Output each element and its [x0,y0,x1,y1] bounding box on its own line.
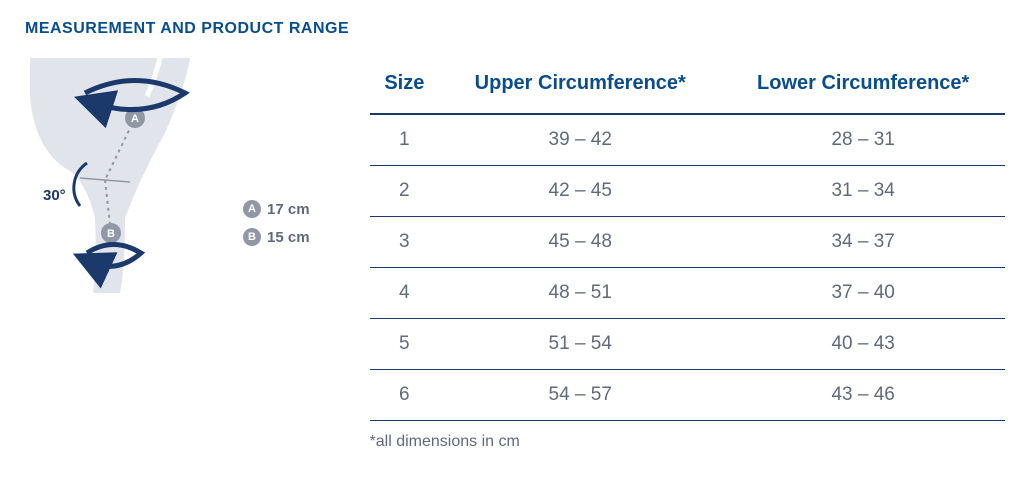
leg-silhouette [30,58,190,293]
col-upper: Upper Circumference* [439,58,721,114]
cell-size: 6 [370,370,440,421]
cell-lower: 40 – 43 [721,319,1005,370]
cell-size: 4 [370,268,440,319]
cell-upper: 54 – 57 [439,370,721,421]
content-layout: A B 30° A 17 cm B 1 5 [25,58,1005,451]
section-title: MEASUREMENT AND PRODUCT RANGE [25,20,1005,38]
size-table-container: Size Upper Circumference* Lower Circumfe… [370,58,1005,451]
table-row: 3 45 – 48 34 – 37 [370,217,1005,268]
table-footnote: *all dimensions in cm [370,433,1005,451]
diagram-container: A B 30° A 17 cm B 15 [25,58,310,298]
table-row: 2 42 – 45 31 – 34 [370,166,1005,217]
cell-upper: 48 – 51 [439,268,721,319]
cell-upper: 51 – 54 [439,319,721,370]
cell-size: 3 [370,217,440,268]
legend-a-value: 17 cm [267,201,310,218]
cell-upper: 42 – 45 [439,166,721,217]
table-row: 4 48 – 51 37 – 40 [370,268,1005,319]
cell-size: 5 [370,319,440,370]
cell-upper: 45 – 48 [439,217,721,268]
table-row: 5 51 – 54 40 – 43 [370,319,1005,370]
angle-label: 30° [43,187,66,204]
cell-size: 1 [370,114,440,166]
leg-diagram: A B 30° [25,58,225,298]
point-a-label: A [131,113,139,125]
cell-lower: 31 – 34 [721,166,1005,217]
legend-row-a: A 17 cm [243,200,310,218]
cell-lower: 28 – 31 [721,114,1005,166]
diagram-legend: A 17 cm B 15 cm [243,200,310,246]
cell-upper: 39 – 42 [439,114,721,166]
table-row: 6 54 – 57 43 – 46 [370,370,1005,421]
table-row: 1 39 – 42 28 – 31 [370,114,1005,166]
legend-b-value: 15 cm [267,229,310,246]
cell-size: 2 [370,166,440,217]
cell-lower: 34 – 37 [721,217,1005,268]
legend-b-circle: B [243,228,261,246]
col-size: Size [370,58,440,114]
cell-lower: 37 – 40 [721,268,1005,319]
table-body: 1 39 – 42 28 – 31 2 42 – 45 31 – 34 3 45… [370,114,1005,421]
legend-a-circle: A [243,200,261,218]
col-lower: Lower Circumference* [721,58,1005,114]
cell-lower: 43 – 46 [721,370,1005,421]
size-table: Size Upper Circumference* Lower Circumfe… [370,58,1005,421]
legend-row-b: B 15 cm [243,228,310,246]
point-b-label: B [107,228,115,240]
table-header-row: Size Upper Circumference* Lower Circumfe… [370,58,1005,114]
